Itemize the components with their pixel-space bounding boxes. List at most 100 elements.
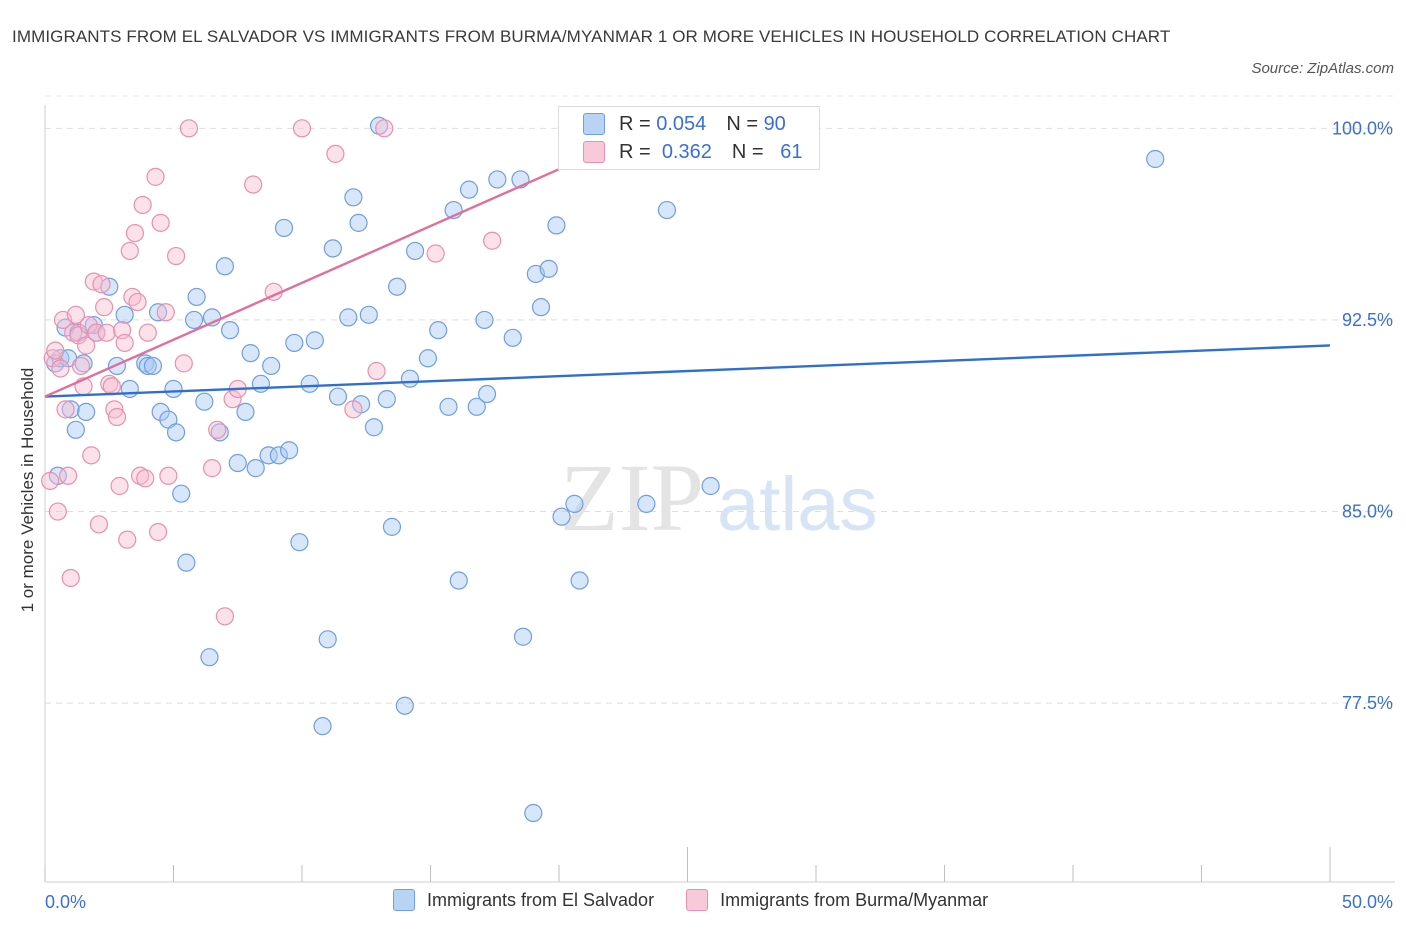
stats-legend-row-burma: R = 0.362 N = 61	[583, 139, 802, 165]
point-burma	[102, 377, 121, 396]
legend-r-value-2: 0.362	[661, 140, 712, 163]
series-el-salvador-points	[46, 116, 1165, 823]
point-el-salvador	[290, 533, 309, 552]
point-el-salvador	[570, 571, 589, 590]
point-burma	[48, 502, 67, 521]
y-tick-label: 77.5%	[1342, 693, 1393, 713]
point-el-salvador	[387, 277, 407, 296]
series-legend-label-2: Immigrants from Burma/Myanmar	[720, 889, 989, 910]
point-el-salvador	[400, 369, 420, 388]
point-el-salvador	[280, 441, 299, 460]
point-el-salvador	[377, 390, 396, 409]
trend-line-el-salvador	[44, 344, 1331, 398]
point-burma	[125, 223, 145, 243]
point-el-salvador	[395, 696, 414, 715]
point-el-salvador	[77, 402, 96, 422]
point-el-salvador	[547, 216, 566, 235]
point-burma	[202, 459, 222, 478]
trend-line-burma	[44, 168, 560, 398]
point-burma	[82, 446, 101, 465]
tick-labels: 77.5% 85.0% 92.5% 100.0% 0.0% 50.0%	[45, 118, 1393, 912]
point-el-salvador	[364, 418, 384, 437]
chart-title: IMMIGRANTS FROM EL SALVADOR VS IMMIGRANT…	[12, 27, 1171, 46]
series-legend-label-1: Immigrants from El Salvador	[427, 889, 655, 910]
point-el-salvador	[305, 331, 324, 350]
point-el-salvador	[210, 423, 229, 442]
point-burma	[115, 333, 134, 353]
legend-swatch-pink	[686, 889, 709, 911]
series-legend-el-salvador: Immigrants from El Salvador	[393, 889, 654, 911]
point-el-salvador	[539, 259, 558, 278]
point-burma	[151, 213, 170, 232]
point-burma	[215, 607, 234, 626]
point-el-salvador	[475, 310, 494, 330]
legend-swatch-pink	[583, 141, 605, 163]
point-el-salvador	[657, 200, 677, 220]
point-burma	[208, 420, 227, 439]
point-el-salvador	[164, 379, 183, 399]
point-burma	[100, 374, 119, 393]
point-el-salvador	[300, 374, 319, 393]
legend-n-value-1: 90	[763, 112, 786, 135]
point-burma	[46, 341, 65, 360]
point-el-salvador	[143, 356, 163, 376]
point-burma	[61, 568, 80, 588]
point-el-salvador	[429, 321, 448, 340]
point-burma	[71, 356, 91, 376]
legend-r-value-1: 0.054	[656, 112, 707, 135]
legend-n-label: N =	[726, 112, 758, 135]
point-el-salvador	[61, 400, 80, 419]
point-el-salvador	[349, 213, 368, 232]
point-burma	[51, 359, 70, 378]
point-burma	[138, 323, 157, 342]
point-el-salvador	[467, 397, 486, 416]
x-tick-label: 0.0%	[45, 892, 86, 912]
point-burma	[107, 407, 127, 427]
point-el-salvador	[215, 257, 234, 276]
point-el-salvador	[313, 717, 332, 736]
point-el-salvador	[503, 328, 522, 347]
point-el-salvador	[344, 188, 363, 207]
axes	[44, 105, 1395, 883]
point-burma	[326, 144, 345, 163]
point-el-salvador	[405, 241, 425, 261]
point-el-salvador	[228, 453, 247, 473]
point-burma	[66, 305, 85, 324]
point-el-salvador	[488, 170, 507, 189]
point-el-salvador	[359, 305, 378, 324]
point-burma	[159, 466, 178, 485]
point-el-salvador	[524, 803, 543, 823]
point-el-salvador	[637, 494, 656, 513]
point-burma	[95, 298, 114, 317]
y-tick-label: 85.0%	[1342, 502, 1393, 522]
legend-swatch-blue	[583, 113, 605, 135]
point-el-salvador	[259, 446, 278, 465]
stats-legend-row-el-salvador: R = 0.054 N = 90	[583, 111, 786, 137]
point-burma	[120, 241, 139, 261]
point-el-salvador	[120, 379, 139, 399]
point-el-salvador	[328, 387, 348, 406]
point-el-salvador	[274, 218, 294, 238]
point-burma	[148, 522, 168, 542]
y-tick-label: 92.5%	[1342, 310, 1393, 330]
point-burma	[123, 287, 142, 307]
point-el-salvador	[370, 116, 389, 135]
point-el-salvador	[285, 333, 304, 353]
point-burma	[130, 466, 150, 485]
series-legend-burma: Immigrants from Burma/Myanmar	[686, 889, 988, 911]
watermark-atlas: atlas	[717, 462, 878, 547]
point-el-salvador	[172, 484, 191, 503]
legend-n-value-2: 61	[780, 140, 803, 163]
point-burma	[59, 466, 78, 485]
point-burma	[146, 167, 165, 186]
chart-source: Source: ZipAtlas.com	[1251, 60, 1394, 77]
point-el-salvador	[318, 630, 337, 649]
point-burma	[118, 530, 137, 549]
point-el-salvador	[382, 517, 402, 536]
point-el-salvador	[66, 420, 85, 439]
y-tick-label: 100.0%	[1332, 118, 1393, 138]
point-burma	[128, 292, 147, 312]
point-el-salvador	[115, 305, 134, 324]
point-el-salvador	[220, 321, 240, 340]
point-burma	[110, 476, 129, 496]
